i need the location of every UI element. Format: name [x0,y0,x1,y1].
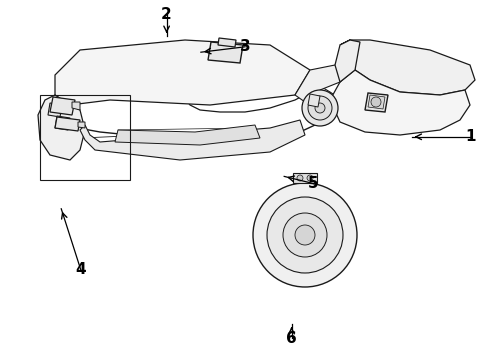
Polygon shape [365,93,388,112]
Polygon shape [115,125,260,145]
Circle shape [253,183,357,287]
Polygon shape [48,103,62,117]
Circle shape [297,175,303,181]
Circle shape [315,103,325,113]
Polygon shape [330,70,470,135]
Polygon shape [80,120,305,160]
Circle shape [283,213,327,257]
Polygon shape [55,117,80,131]
Polygon shape [78,122,85,128]
Text: 1: 1 [465,129,476,144]
Polygon shape [308,94,320,107]
Circle shape [295,225,315,245]
Text: 5: 5 [308,176,319,191]
Polygon shape [50,97,75,115]
Text: 4: 4 [75,262,86,278]
Polygon shape [368,95,385,109]
Circle shape [308,96,332,120]
Polygon shape [295,60,355,102]
Circle shape [371,97,381,107]
Text: 3: 3 [240,39,250,54]
Circle shape [302,90,338,126]
Polygon shape [55,116,70,130]
Polygon shape [218,38,236,47]
Text: 2: 2 [161,7,172,22]
Polygon shape [335,40,360,82]
Polygon shape [208,42,243,63]
Polygon shape [38,95,85,160]
Circle shape [307,175,313,181]
Polygon shape [340,40,475,95]
Polygon shape [55,40,310,105]
Polygon shape [72,102,80,110]
Polygon shape [293,173,317,183]
Text: 6: 6 [286,331,297,346]
Circle shape [267,197,343,273]
